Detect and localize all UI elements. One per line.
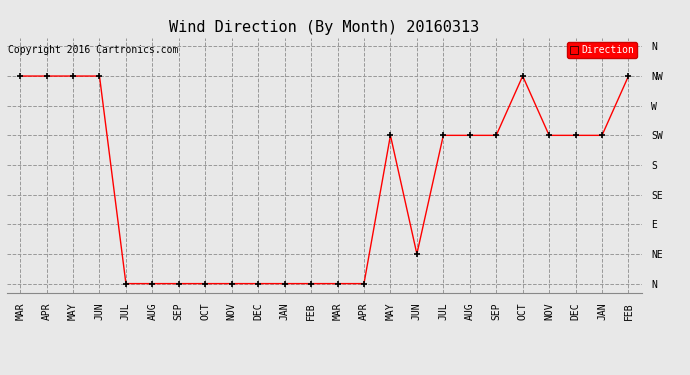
Legend: Direction: Direction	[567, 42, 637, 58]
Text: Copyright 2016 Cartronics.com: Copyright 2016 Cartronics.com	[8, 45, 178, 55]
Title: Wind Direction (By Month) 20160313: Wind Direction (By Month) 20160313	[169, 20, 480, 35]
